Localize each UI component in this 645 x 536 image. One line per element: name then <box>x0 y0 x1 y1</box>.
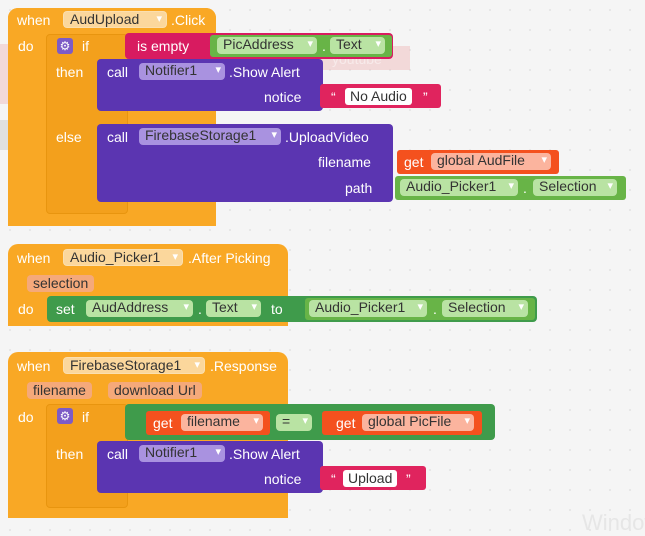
component-dropdown-firebasestorage1[interactable]: FirebaseStorage1 <box>139 128 281 145</box>
property-dropdown-selection[interactable]: Selection <box>533 179 617 196</box>
filename-socket-label: filename <box>318 154 371 170</box>
call-label-3: call <box>107 446 129 462</box>
else-label: else <box>56 129 82 145</box>
property-dropdown-selection-2[interactable]: Selection <box>442 300 528 317</box>
dot-separator: . <box>322 38 326 54</box>
do-label: do <box>18 38 34 54</box>
property-dropdown-text[interactable]: Text <box>330 37 385 54</box>
when-label-3: when <box>17 358 51 374</box>
method-show-alert: .Show Alert <box>229 64 300 80</box>
operator-dropdown-equals[interactable]: = <box>276 414 312 431</box>
get-label-3: get <box>336 415 356 431</box>
notice-label-2: notice <box>264 471 302 487</box>
gear-icon-2[interactable]: ⚙ <box>57 408 73 424</box>
to-label: to <box>271 301 283 317</box>
component-dropdown-audaddress[interactable]: AudAddress <box>86 300 193 317</box>
event-name-response: .Response <box>210 358 277 374</box>
event-name-after-picking: .After Picking <box>188 250 271 266</box>
param-download-url[interactable]: download Url <box>108 382 202 399</box>
variable-dropdown-global-picfile[interactable]: global PicFile <box>362 414 474 431</box>
param-selection[interactable]: selection <box>27 275 95 292</box>
dot-separator-4: . <box>433 301 437 317</box>
quote-close-icon: ” <box>423 89 428 105</box>
dot-separator-2: . <box>523 180 527 196</box>
quote-open-icon-2: “ <box>331 471 336 487</box>
component-dropdown-audio-picker1[interactable]: Audio_Picker1 <box>400 179 518 196</box>
windows-watermark: Window <box>582 510 645 535</box>
get-label: get <box>404 154 424 170</box>
string-value-no-audio[interactable]: No Audio <box>345 88 412 105</box>
is-empty-label: is empty <box>137 38 190 54</box>
component-dropdown-firebasestorage1-event[interactable]: FirebaseStorage1 <box>63 357 205 374</box>
then-label: then <box>56 64 84 80</box>
method-show-alert-2: .Show Alert <box>229 446 300 462</box>
then-label-2: then <box>56 446 84 462</box>
notice-label: notice <box>264 89 302 105</box>
component-dropdown-picaddress[interactable]: PicAddress <box>217 37 317 54</box>
path-socket-label: path <box>345 180 373 196</box>
if-label-2: if <box>82 409 89 425</box>
component-dropdown-notifier1-2[interactable]: Notifier1 <box>139 445 225 462</box>
get-label-2: get <box>153 415 173 431</box>
variable-dropdown-filename[interactable]: filename <box>181 414 263 431</box>
call-label: call <box>107 64 129 80</box>
string-value-upload[interactable]: Upload <box>343 470 398 487</box>
if-label: if <box>82 38 89 54</box>
dot-separator-3: . <box>198 301 202 317</box>
component-dropdown-audupload[interactable]: AudUpload <box>63 11 167 28</box>
when-label-2: when <box>17 250 51 266</box>
quote-close-icon-2: ” <box>406 471 411 487</box>
set-label: set <box>56 301 75 317</box>
background-block-ghost-3 <box>0 120 8 150</box>
method-upload-video: .UploadVideo <box>285 129 369 145</box>
component-dropdown-notifier1[interactable]: Notifier1 <box>139 63 225 80</box>
quote-open-icon: “ <box>331 89 336 105</box>
when-label: when <box>17 12 51 28</box>
call-label-2: call <box>107 129 129 145</box>
component-dropdown-audio-picker1-event[interactable]: Audio_Picker1 <box>63 249 183 266</box>
property-dropdown-text-2[interactable]: Text <box>206 300 261 317</box>
param-filename[interactable]: filename <box>27 382 92 399</box>
do-label-2: do <box>18 301 34 317</box>
gear-icon[interactable]: ⚙ <box>57 38 73 54</box>
component-dropdown-audio-picker1-2[interactable]: Audio_Picker1 <box>309 300 427 317</box>
variable-dropdown-global-audfile[interactable]: global AudFile <box>431 153 551 170</box>
do-label-3: do <box>18 409 34 425</box>
event-name-click: .Click <box>171 12 206 28</box>
